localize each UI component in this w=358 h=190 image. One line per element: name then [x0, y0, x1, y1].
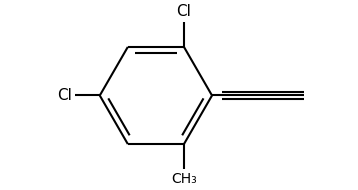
Text: Cl: Cl [57, 88, 72, 103]
Text: Cl: Cl [176, 4, 192, 19]
Text: CH₃: CH₃ [171, 172, 197, 186]
